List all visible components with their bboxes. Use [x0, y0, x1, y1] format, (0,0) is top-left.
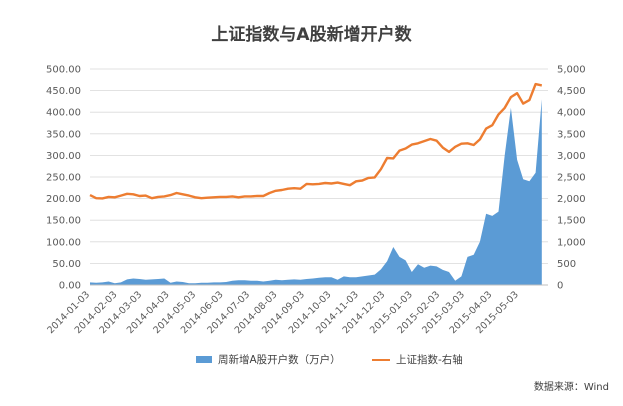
right-y-tick-label: 2,000 [557, 194, 586, 205]
left-y-tick-label: 400.00 [46, 108, 81, 119]
right-y-tick-label: 0 [557, 281, 563, 292]
series-line-sse-index [89, 82, 543, 200]
left-y-tick-label: 200.00 [46, 194, 81, 205]
right-y-tick-label: 1,500 [557, 216, 586, 227]
legend-item-accounts: 周新增A股开户数（万户） [196, 352, 341, 367]
right-y-tick-label: 4,500 [557, 86, 586, 97]
left-y-tick-label: 150.00 [46, 216, 81, 227]
legend: 周新增A股开户数（万户） 上证指数-右轴 [0, 352, 623, 368]
legend-label-accounts: 周新增A股开户数（万户） [218, 354, 341, 366]
legend-label-index: 上证指数-右轴 [396, 354, 463, 366]
legend-swatch-line [372, 358, 390, 361]
right-y-tick-label: 3,500 [557, 129, 586, 140]
left-y-tick-label: 350.00 [46, 129, 81, 140]
series-area-new-accounts [90, 99, 542, 285]
left-y-tick-label: 100.00 [46, 237, 81, 248]
left-y-tick-label: 250.00 [46, 173, 81, 184]
right-y-tick-label: 500 [557, 259, 576, 270]
source-note: 数据来源：Wind [533, 382, 609, 393]
left-y-tick-label: 300.00 [46, 151, 81, 162]
right-y-tick-label: 2,500 [557, 173, 586, 184]
legend-item-index: 上证指数-右轴 [372, 352, 463, 367]
right-y-tick-label: 1,000 [557, 237, 586, 248]
left-y-tick-label: 450.00 [46, 86, 81, 97]
chart-title: 上证指数与A股新增开户数 [211, 25, 412, 45]
legend-swatch-area [196, 356, 212, 363]
right-y-tick-label: 4,000 [557, 108, 586, 119]
right-y-tick-label: 3,000 [557, 151, 586, 162]
right-y-tick-label: 5,000 [557, 65, 586, 76]
left-y-tick-label: 500.00 [46, 65, 81, 76]
left-y-tick-label: 0.00 [59, 281, 81, 292]
left-y-tick-label: 50.00 [52, 259, 81, 270]
